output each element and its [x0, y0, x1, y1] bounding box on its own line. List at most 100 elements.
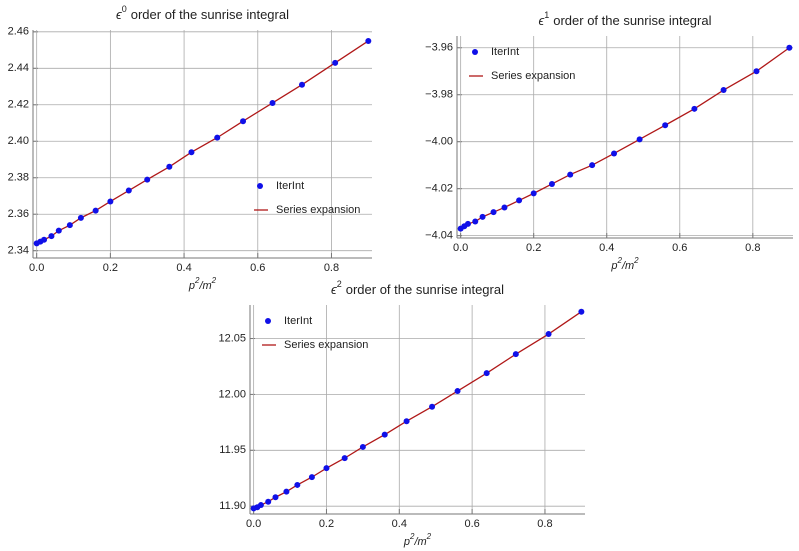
title-superscript: 0 [122, 4, 127, 14]
data-point [501, 204, 508, 211]
y-tick-label: 2.34 [8, 245, 29, 257]
data-point [464, 220, 471, 227]
title-symbol: ϵ [538, 13, 544, 28]
data-point [55, 227, 62, 234]
x-tick-label: 0.4 [176, 262, 191, 274]
data-point [257, 502, 264, 509]
data-point [77, 214, 84, 221]
x-label-superscript: 2 [616, 256, 622, 265]
y-tick-label: 2.40 [8, 135, 29, 147]
data-point [41, 236, 48, 243]
chart-title: ϵ2 order of the sunrise integral [331, 279, 504, 297]
title-text: order of the sunrise integral [131, 7, 289, 22]
legend-label: Series expansion [276, 204, 360, 216]
data-point [479, 213, 486, 220]
data-point [548, 180, 555, 187]
data-point [662, 122, 669, 129]
legend-label: Series expansion [284, 339, 368, 351]
data-point [298, 81, 305, 88]
legend-label: Series expansion [491, 70, 575, 82]
data-point [332, 59, 339, 66]
y-tick-label: −3.98 [425, 89, 453, 101]
x-label-text: /m [413, 536, 426, 548]
y-tick-label: 12.05 [218, 332, 246, 344]
x-label-text: p [403, 536, 410, 548]
data-point [92, 207, 99, 214]
data-point [516, 197, 523, 204]
data-point [691, 105, 698, 112]
legend-label: IterInt [491, 46, 519, 58]
x-tick-label: 0.0 [29, 262, 44, 274]
title-symbol: ϵ [116, 7, 122, 22]
data-point [530, 190, 537, 197]
y-tick-label: −4.00 [425, 136, 453, 148]
x-label-superscript: 2 [194, 276, 200, 285]
chart-title: ϵ0 order of the sunrise integral [116, 4, 289, 22]
y-tick-label: −3.96 [425, 42, 453, 54]
data-point [786, 44, 793, 51]
data-point [107, 198, 114, 205]
data-point [578, 308, 585, 315]
data-point [483, 370, 490, 377]
data-point [381, 431, 388, 438]
y-tick-label: 12.00 [218, 388, 246, 400]
data-point [589, 162, 596, 169]
x-tick-label: 0.4 [392, 518, 407, 530]
data-point [720, 87, 727, 94]
x-label-text: /m [198, 280, 211, 292]
chart-title: ϵ1 order of the sunrise integral [538, 10, 711, 28]
legend-label: IterInt [284, 315, 312, 327]
data-point [272, 494, 279, 501]
y-tick-label: 2.44 [8, 62, 29, 74]
x-tick-label: 0.0 [246, 518, 261, 530]
x-tick-label: 0.8 [537, 518, 552, 530]
data-point [66, 222, 73, 229]
data-point [323, 465, 330, 472]
data-point [611, 150, 618, 157]
y-tick-label: −4.04 [425, 230, 453, 242]
data-point [545, 331, 552, 338]
data-point [753, 68, 760, 75]
y-tick-label: 2.36 [8, 208, 29, 220]
title-superscript: 2 [337, 279, 342, 289]
x-label-superscript: 2 [409, 532, 415, 541]
y-tick-label: −4.02 [425, 183, 453, 195]
y-tick-label: 2.46 [8, 26, 29, 38]
y-tick-label: 11.90 [219, 500, 246, 512]
data-point [269, 99, 276, 106]
x-label-superscript: 2 [211, 276, 217, 285]
data-point [166, 163, 173, 170]
x-label-superscript: 2 [633, 256, 639, 265]
data-point [359, 443, 366, 450]
data-point [472, 218, 479, 225]
data-point [265, 498, 272, 505]
legend-marker [257, 183, 263, 189]
x-tick-label: 0.2 [526, 242, 541, 254]
x-tick-label: 0.6 [464, 518, 479, 530]
x-label-superscript: 2 [426, 532, 432, 541]
data-point [341, 455, 348, 462]
data-point [567, 171, 574, 178]
data-point [214, 134, 221, 141]
legend-label: IterInt [276, 180, 304, 192]
data-point [636, 136, 643, 143]
x-tick-label: 0.0 [453, 242, 468, 254]
x-tick-label: 0.8 [324, 262, 339, 274]
x-axis-label: p2/m2 [188, 276, 217, 292]
data-point [429, 403, 436, 410]
title-superscript: 1 [544, 10, 549, 20]
x-label-text: p [188, 280, 195, 292]
data-point [188, 149, 195, 156]
x-tick-label: 0.6 [672, 242, 687, 254]
x-tick-label: 0.4 [599, 242, 614, 254]
x-label-text: p [610, 260, 617, 272]
title-text: order of the sunrise integral [346, 282, 504, 297]
x-axis-label: p2/m2 [610, 256, 639, 272]
y-tick-label: 11.95 [219, 444, 246, 456]
data-point [294, 481, 301, 488]
data-point [283, 488, 290, 495]
x-tick-label: 0.2 [319, 518, 334, 530]
data-point [490, 209, 497, 216]
x-tick-label: 0.6 [250, 262, 265, 274]
